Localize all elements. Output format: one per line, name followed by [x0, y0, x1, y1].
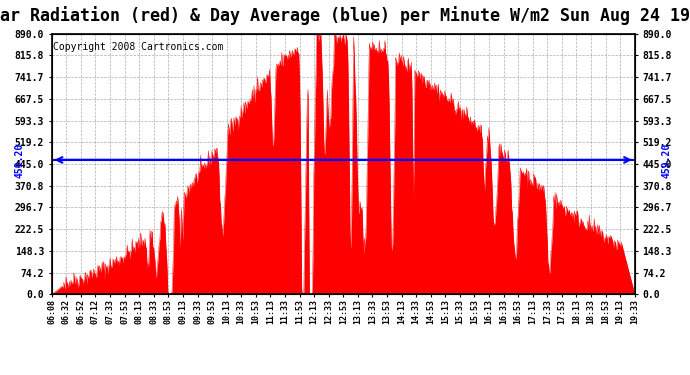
Text: 459.20: 459.20 [662, 142, 672, 177]
Text: Copyright 2008 Cartronics.com: Copyright 2008 Cartronics.com [53, 42, 224, 52]
Text: 459.20: 459.20 [14, 142, 25, 177]
Text: Solar Radiation (red) & Day Average (blue) per Minute W/m2 Sun Aug 24 19:39: Solar Radiation (red) & Day Average (blu… [0, 6, 690, 25]
